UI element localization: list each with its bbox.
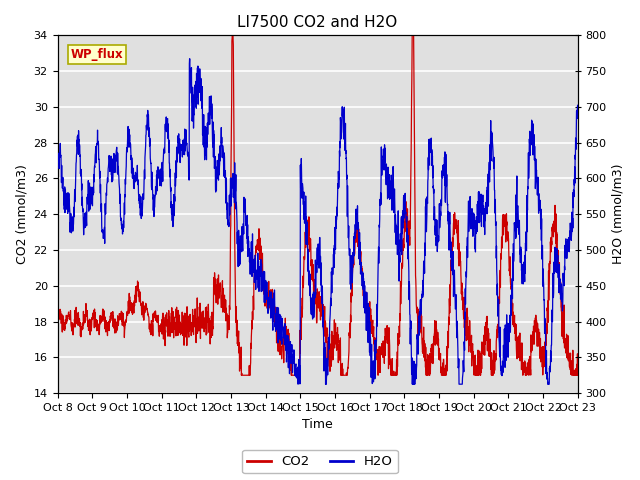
Title: LI7500 CO2 and H2O: LI7500 CO2 and H2O xyxy=(237,15,397,30)
Y-axis label: H2O (mmol/m3): H2O (mmol/m3) xyxy=(612,164,625,264)
X-axis label: Time: Time xyxy=(302,419,333,432)
Legend: CO2, H2O: CO2, H2O xyxy=(242,450,398,473)
Y-axis label: CO2 (mmol/m3): CO2 (mmol/m3) xyxy=(15,164,28,264)
Text: WP_flux: WP_flux xyxy=(70,48,123,61)
